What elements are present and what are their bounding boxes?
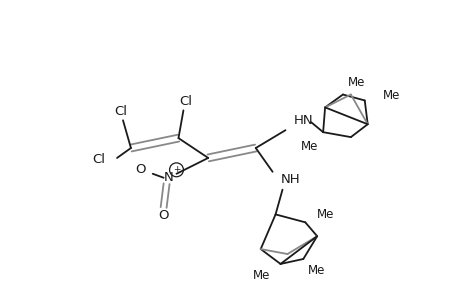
Text: Me: Me <box>308 264 325 278</box>
Text: Me: Me <box>317 208 334 221</box>
Text: NH: NH <box>280 173 300 186</box>
Text: Me: Me <box>382 89 399 102</box>
Text: Me: Me <box>300 140 318 152</box>
Text: Cl: Cl <box>179 95 191 108</box>
Text: Cl: Cl <box>114 105 127 118</box>
Text: Me: Me <box>253 269 270 282</box>
Text: HN: HN <box>293 114 313 127</box>
Text: +: + <box>173 165 180 174</box>
Text: N: N <box>163 171 173 184</box>
Text: O: O <box>135 163 146 176</box>
Text: Cl: Cl <box>93 153 106 167</box>
Text: O: O <box>158 209 168 222</box>
Text: Me: Me <box>347 76 364 89</box>
